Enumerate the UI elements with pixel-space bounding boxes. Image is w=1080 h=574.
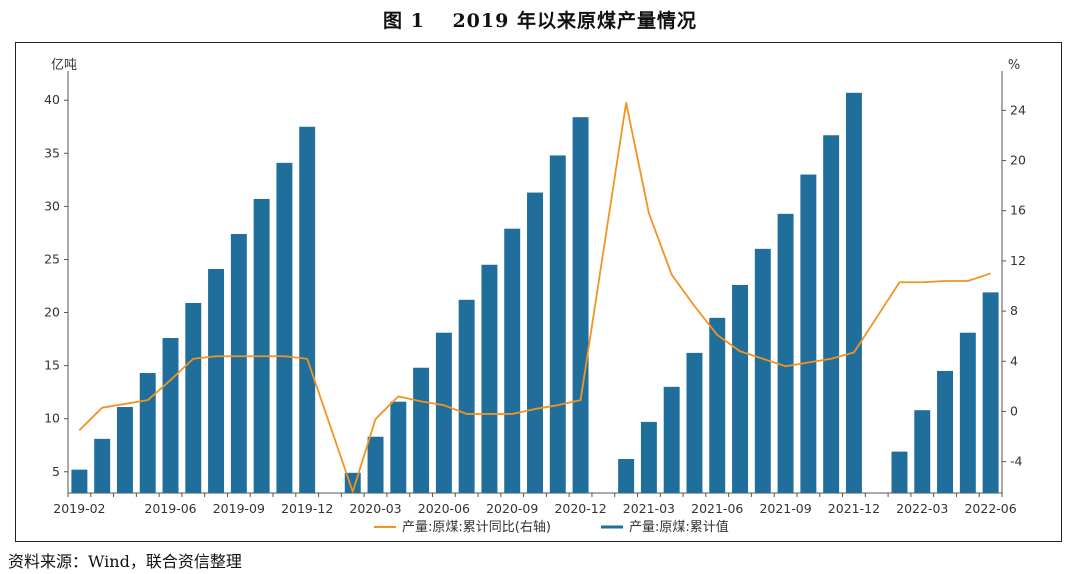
bar-2020-12 xyxy=(572,117,589,493)
bar-2019-04 xyxy=(116,407,133,493)
bar-2022-03 xyxy=(914,410,931,493)
bar-2021-11 xyxy=(823,135,840,493)
chart-svg: 5 10 15 20 25 30 35 40 -4 0 4 8 12 16 20 24 亿吨 % 2019-02 20… xyxy=(44,58,1026,535)
left-tick-label: 10 xyxy=(44,411,60,426)
bar-2019-11 xyxy=(276,162,293,493)
bar-2021-05 xyxy=(686,352,703,493)
bar-2021-07 xyxy=(732,284,748,493)
bar-2020-05 xyxy=(413,367,430,493)
line-yoy-growth xyxy=(78,101,991,493)
bar-2019-10 xyxy=(253,198,270,493)
left-tick-label: 30 xyxy=(44,198,60,213)
bar-2020-11 xyxy=(549,155,566,493)
right-tick-label: 0 xyxy=(1010,403,1018,418)
right-tick-label: 4 xyxy=(1010,353,1018,368)
bar-2021-08 xyxy=(754,248,771,493)
x-tick-label: 2021-03 xyxy=(623,501,675,516)
x-tick-label: 2021-09 xyxy=(759,501,811,516)
legend-bar-label: 产量:原煤:累计值 xyxy=(629,519,729,535)
bar-2019-06 xyxy=(162,338,179,493)
right-tick-label: -4 xyxy=(1010,454,1023,469)
right-tick-label: 8 xyxy=(1010,303,1018,318)
x-tick-label: 2019-09 xyxy=(213,501,265,516)
bar-2022-05 xyxy=(959,332,976,493)
left-tick-label: 5 xyxy=(52,464,60,479)
bar-2020-08 xyxy=(481,264,498,493)
right-axis-unit: % xyxy=(1008,58,1020,73)
left-tick-label: 25 xyxy=(44,251,60,266)
bar-2020-04 xyxy=(390,401,407,493)
bar-2022-02 xyxy=(891,451,908,493)
chart-labels: 5 10 15 20 25 30 35 40 -4 0 4 8 12 16 20 24 亿吨 % 2019-02 20… xyxy=(44,58,1026,516)
bar-2020-03 xyxy=(367,436,384,493)
figure-title: 图 1 2019 年以来原煤产量情况 xyxy=(383,10,697,32)
left-tick-label: 35 xyxy=(44,145,60,160)
bar-2019-12 xyxy=(299,126,316,494)
bar-2021-02 xyxy=(618,459,635,493)
bar-2020-07 xyxy=(458,299,475,493)
chart-legend: 产量:原煤:累计同比(右轴) 产量:原煤:累计值 xyxy=(374,519,729,535)
bar-2021-10 xyxy=(800,174,817,494)
bar-2020-10 xyxy=(527,192,543,494)
right-tick-label: 24 xyxy=(1010,102,1026,117)
x-tick-label: 2022-03 xyxy=(896,501,948,516)
bar-2022-06 xyxy=(982,292,999,493)
x-tick-label: 2020-03 xyxy=(349,501,401,516)
x-tick-label: 2022-06 xyxy=(964,501,1016,516)
bar-2021-06 xyxy=(709,317,726,493)
right-tick-label: 12 xyxy=(1010,253,1026,268)
x-tick-label: 2019-12 xyxy=(281,501,333,516)
x-tick-label: 2019-06 xyxy=(144,501,196,516)
bar-2019-03 xyxy=(94,438,111,493)
left-tick-label: 20 xyxy=(44,305,60,320)
left-tick-label: 15 xyxy=(44,358,60,373)
bar-2019-02 xyxy=(71,469,88,493)
bar-2021-03 xyxy=(640,421,657,493)
bar-2021-04 xyxy=(663,386,680,493)
source-note: 资料来源：Wind，联合资信整理 xyxy=(8,552,242,571)
x-tick-label: 2021-12 xyxy=(828,501,880,516)
bar-2020-06 xyxy=(435,332,452,493)
bar-2022-04 xyxy=(937,370,954,493)
bar-series xyxy=(71,92,999,494)
line-series xyxy=(78,101,991,493)
bar-2020-09 xyxy=(504,228,521,493)
legend-line-label: 产量:原煤:累计同比(右轴) xyxy=(402,520,551,535)
bar-2019-05 xyxy=(139,373,156,493)
x-tick-label: 2020-06 xyxy=(418,501,470,516)
x-tick-label: 2019-02 xyxy=(53,501,105,516)
bar-2021-09 xyxy=(777,213,794,494)
bar-2019-08 xyxy=(208,269,225,493)
x-tick-label: 2020-09 xyxy=(486,501,538,516)
bar-2021-12 xyxy=(845,92,862,494)
chart-frame: 5 10 15 20 25 30 35 40 -4 0 4 8 12 16 20 24 亿吨% 2019-02 20… xyxy=(15,42,1062,542)
right-tick-label: 16 xyxy=(1010,203,1026,218)
bar-2019-09 xyxy=(230,233,247,493)
right-tick-label: 20 xyxy=(1010,153,1026,168)
x-tick-label: 2020-12 xyxy=(554,501,606,516)
left-tick-label: 40 xyxy=(44,92,60,107)
bar-2019-07 xyxy=(185,302,202,493)
left-axis-unit: 亿吨 xyxy=(51,58,77,73)
x-tick-label: 2021-06 xyxy=(691,501,743,516)
